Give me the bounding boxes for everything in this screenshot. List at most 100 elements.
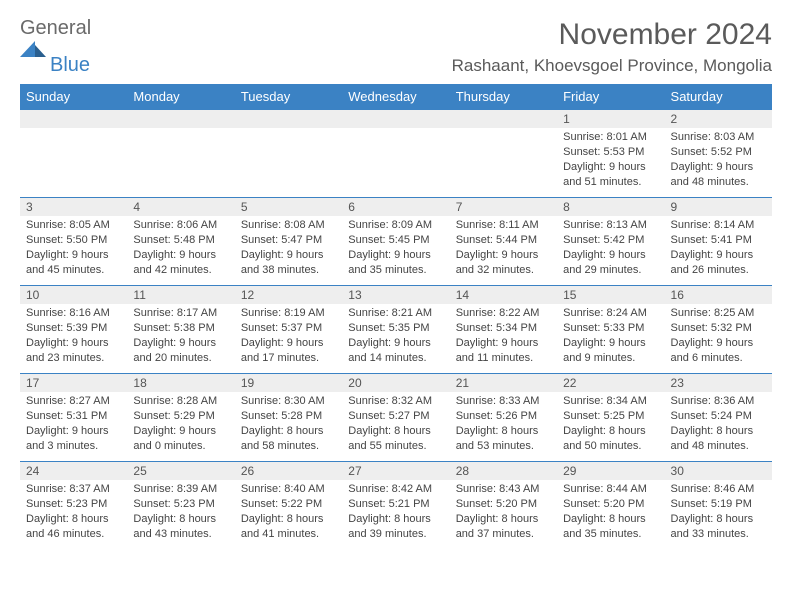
day-details: Sunrise: 8:14 AMSunset: 5:41 PMDaylight:… (665, 216, 772, 281)
daylight-text: Daylight: 9 hours and 14 minutes. (348, 336, 443, 366)
calendar-day-cell (235, 110, 342, 198)
day-details: Sunrise: 8:13 AMSunset: 5:42 PMDaylight:… (557, 216, 664, 281)
daylight-text: Daylight: 9 hours and 17 minutes. (241, 336, 336, 366)
sunrise-text: Sunrise: 8:34 AM (563, 394, 658, 409)
calendar-day-cell: 1Sunrise: 8:01 AMSunset: 5:53 PMDaylight… (557, 110, 664, 198)
calendar-day-cell: 26Sunrise: 8:40 AMSunset: 5:22 PMDayligh… (235, 462, 342, 550)
day-number: 9 (665, 198, 772, 216)
col-tuesday: Tuesday (235, 84, 342, 110)
sunset-text: Sunset: 5:50 PM (26, 233, 121, 248)
sunrise-text: Sunrise: 8:21 AM (348, 306, 443, 321)
title-block: November 2024 Rashaant, Khoevsgoel Provi… (452, 18, 772, 76)
calendar-day-cell: 4Sunrise: 8:06 AMSunset: 5:48 PMDaylight… (127, 198, 234, 286)
daylight-text: Daylight: 9 hours and 48 minutes. (671, 160, 766, 190)
daylight-text: Daylight: 8 hours and 43 minutes. (133, 512, 228, 542)
day-number: 22 (557, 374, 664, 392)
day-number: 15 (557, 286, 664, 304)
sunset-text: Sunset: 5:53 PM (563, 145, 658, 160)
sunset-text: Sunset: 5:21 PM (348, 497, 443, 512)
daylight-text: Daylight: 9 hours and 0 minutes. (133, 424, 228, 454)
day-number (235, 110, 342, 128)
day-details: Sunrise: 8:46 AMSunset: 5:19 PMDaylight:… (665, 480, 772, 545)
day-number: 27 (342, 462, 449, 480)
sunset-text: Sunset: 5:45 PM (348, 233, 443, 248)
daylight-text: Daylight: 9 hours and 26 minutes. (671, 248, 766, 278)
col-thursday: Thursday (450, 84, 557, 110)
daylight-text: Daylight: 8 hours and 55 minutes. (348, 424, 443, 454)
daylight-text: Daylight: 8 hours and 48 minutes. (671, 424, 766, 454)
sunrise-text: Sunrise: 8:22 AM (456, 306, 551, 321)
sunset-text: Sunset: 5:38 PM (133, 321, 228, 336)
sunset-text: Sunset: 5:39 PM (26, 321, 121, 336)
sunrise-text: Sunrise: 8:30 AM (241, 394, 336, 409)
day-number (342, 110, 449, 128)
day-number: 17 (20, 374, 127, 392)
day-details: Sunrise: 8:30 AMSunset: 5:28 PMDaylight:… (235, 392, 342, 457)
sunrise-text: Sunrise: 8:17 AM (133, 306, 228, 321)
sunset-text: Sunset: 5:26 PM (456, 409, 551, 424)
day-number: 1 (557, 110, 664, 128)
calendar-week-row: 24Sunrise: 8:37 AMSunset: 5:23 PMDayligh… (20, 462, 772, 550)
sunset-text: Sunset: 5:20 PM (563, 497, 658, 512)
daylight-text: Daylight: 9 hours and 32 minutes. (456, 248, 551, 278)
day-details: Sunrise: 8:32 AMSunset: 5:27 PMDaylight:… (342, 392, 449, 457)
sunset-text: Sunset: 5:33 PM (563, 321, 658, 336)
sunset-text: Sunset: 5:42 PM (563, 233, 658, 248)
calendar-day-cell: 29Sunrise: 8:44 AMSunset: 5:20 PMDayligh… (557, 462, 664, 550)
daylight-text: Daylight: 9 hours and 42 minutes. (133, 248, 228, 278)
sunset-text: Sunset: 5:28 PM (241, 409, 336, 424)
sunrise-text: Sunrise: 8:03 AM (671, 130, 766, 145)
brand-blue: Blue (50, 55, 91, 75)
daylight-text: Daylight: 9 hours and 51 minutes. (563, 160, 658, 190)
day-number: 23 (665, 374, 772, 392)
day-details: Sunrise: 8:25 AMSunset: 5:32 PMDaylight:… (665, 304, 772, 369)
day-details: Sunrise: 8:05 AMSunset: 5:50 PMDaylight:… (20, 216, 127, 281)
day-number (450, 110, 557, 128)
calendar-day-cell (20, 110, 127, 198)
calendar-table: Sunday Monday Tuesday Wednesday Thursday… (20, 84, 772, 550)
col-wednesday: Wednesday (342, 84, 449, 110)
day-details: Sunrise: 8:03 AMSunset: 5:52 PMDaylight:… (665, 128, 772, 193)
calendar-week-row: 3Sunrise: 8:05 AMSunset: 5:50 PMDaylight… (20, 198, 772, 286)
calendar-day-cell: 10Sunrise: 8:16 AMSunset: 5:39 PMDayligh… (20, 286, 127, 374)
calendar-day-cell: 28Sunrise: 8:43 AMSunset: 5:20 PMDayligh… (450, 462, 557, 550)
day-number: 3 (20, 198, 127, 216)
day-details: Sunrise: 8:16 AMSunset: 5:39 PMDaylight:… (20, 304, 127, 369)
day-details: Sunrise: 8:43 AMSunset: 5:20 PMDaylight:… (450, 480, 557, 545)
calendar-day-cell: 5Sunrise: 8:08 AMSunset: 5:47 PMDaylight… (235, 198, 342, 286)
day-number: 6 (342, 198, 449, 216)
header: General Blue November 2024 Rashaant, Kho… (20, 18, 772, 76)
day-details: Sunrise: 8:09 AMSunset: 5:45 PMDaylight:… (342, 216, 449, 281)
calendar-day-cell: 19Sunrise: 8:30 AMSunset: 5:28 PMDayligh… (235, 374, 342, 462)
day-number: 24 (20, 462, 127, 480)
col-sunday: Sunday (20, 84, 127, 110)
daylight-text: Daylight: 8 hours and 37 minutes. (456, 512, 551, 542)
calendar-day-cell: 12Sunrise: 8:19 AMSunset: 5:37 PMDayligh… (235, 286, 342, 374)
day-number: 25 (127, 462, 234, 480)
daylight-text: Daylight: 9 hours and 11 minutes. (456, 336, 551, 366)
daylight-text: Daylight: 8 hours and 53 minutes. (456, 424, 551, 454)
sunrise-text: Sunrise: 8:05 AM (26, 218, 121, 233)
day-number: 5 (235, 198, 342, 216)
calendar-day-cell: 17Sunrise: 8:27 AMSunset: 5:31 PMDayligh… (20, 374, 127, 462)
day-number: 4 (127, 198, 234, 216)
day-number: 14 (450, 286, 557, 304)
sunset-text: Sunset: 5:24 PM (671, 409, 766, 424)
sunrise-text: Sunrise: 8:11 AM (456, 218, 551, 233)
day-number: 12 (235, 286, 342, 304)
day-number (20, 110, 127, 128)
calendar-day-cell: 11Sunrise: 8:17 AMSunset: 5:38 PMDayligh… (127, 286, 234, 374)
day-details: Sunrise: 8:34 AMSunset: 5:25 PMDaylight:… (557, 392, 664, 457)
calendar-week-row: 1Sunrise: 8:01 AMSunset: 5:53 PMDaylight… (20, 110, 772, 198)
day-details: Sunrise: 8:33 AMSunset: 5:26 PMDaylight:… (450, 392, 557, 457)
daylight-text: Daylight: 9 hours and 29 minutes. (563, 248, 658, 278)
day-details: Sunrise: 8:06 AMSunset: 5:48 PMDaylight:… (127, 216, 234, 281)
sunrise-text: Sunrise: 8:06 AM (133, 218, 228, 233)
day-number (127, 110, 234, 128)
day-details: Sunrise: 8:44 AMSunset: 5:20 PMDaylight:… (557, 480, 664, 545)
location-label: Rashaant, Khoevsgoel Province, Mongolia (452, 56, 772, 76)
calendar-day-cell: 24Sunrise: 8:37 AMSunset: 5:23 PMDayligh… (20, 462, 127, 550)
day-details: Sunrise: 8:36 AMSunset: 5:24 PMDaylight:… (665, 392, 772, 457)
daylight-text: Daylight: 9 hours and 35 minutes. (348, 248, 443, 278)
calendar-day-cell: 18Sunrise: 8:28 AMSunset: 5:29 PMDayligh… (127, 374, 234, 462)
